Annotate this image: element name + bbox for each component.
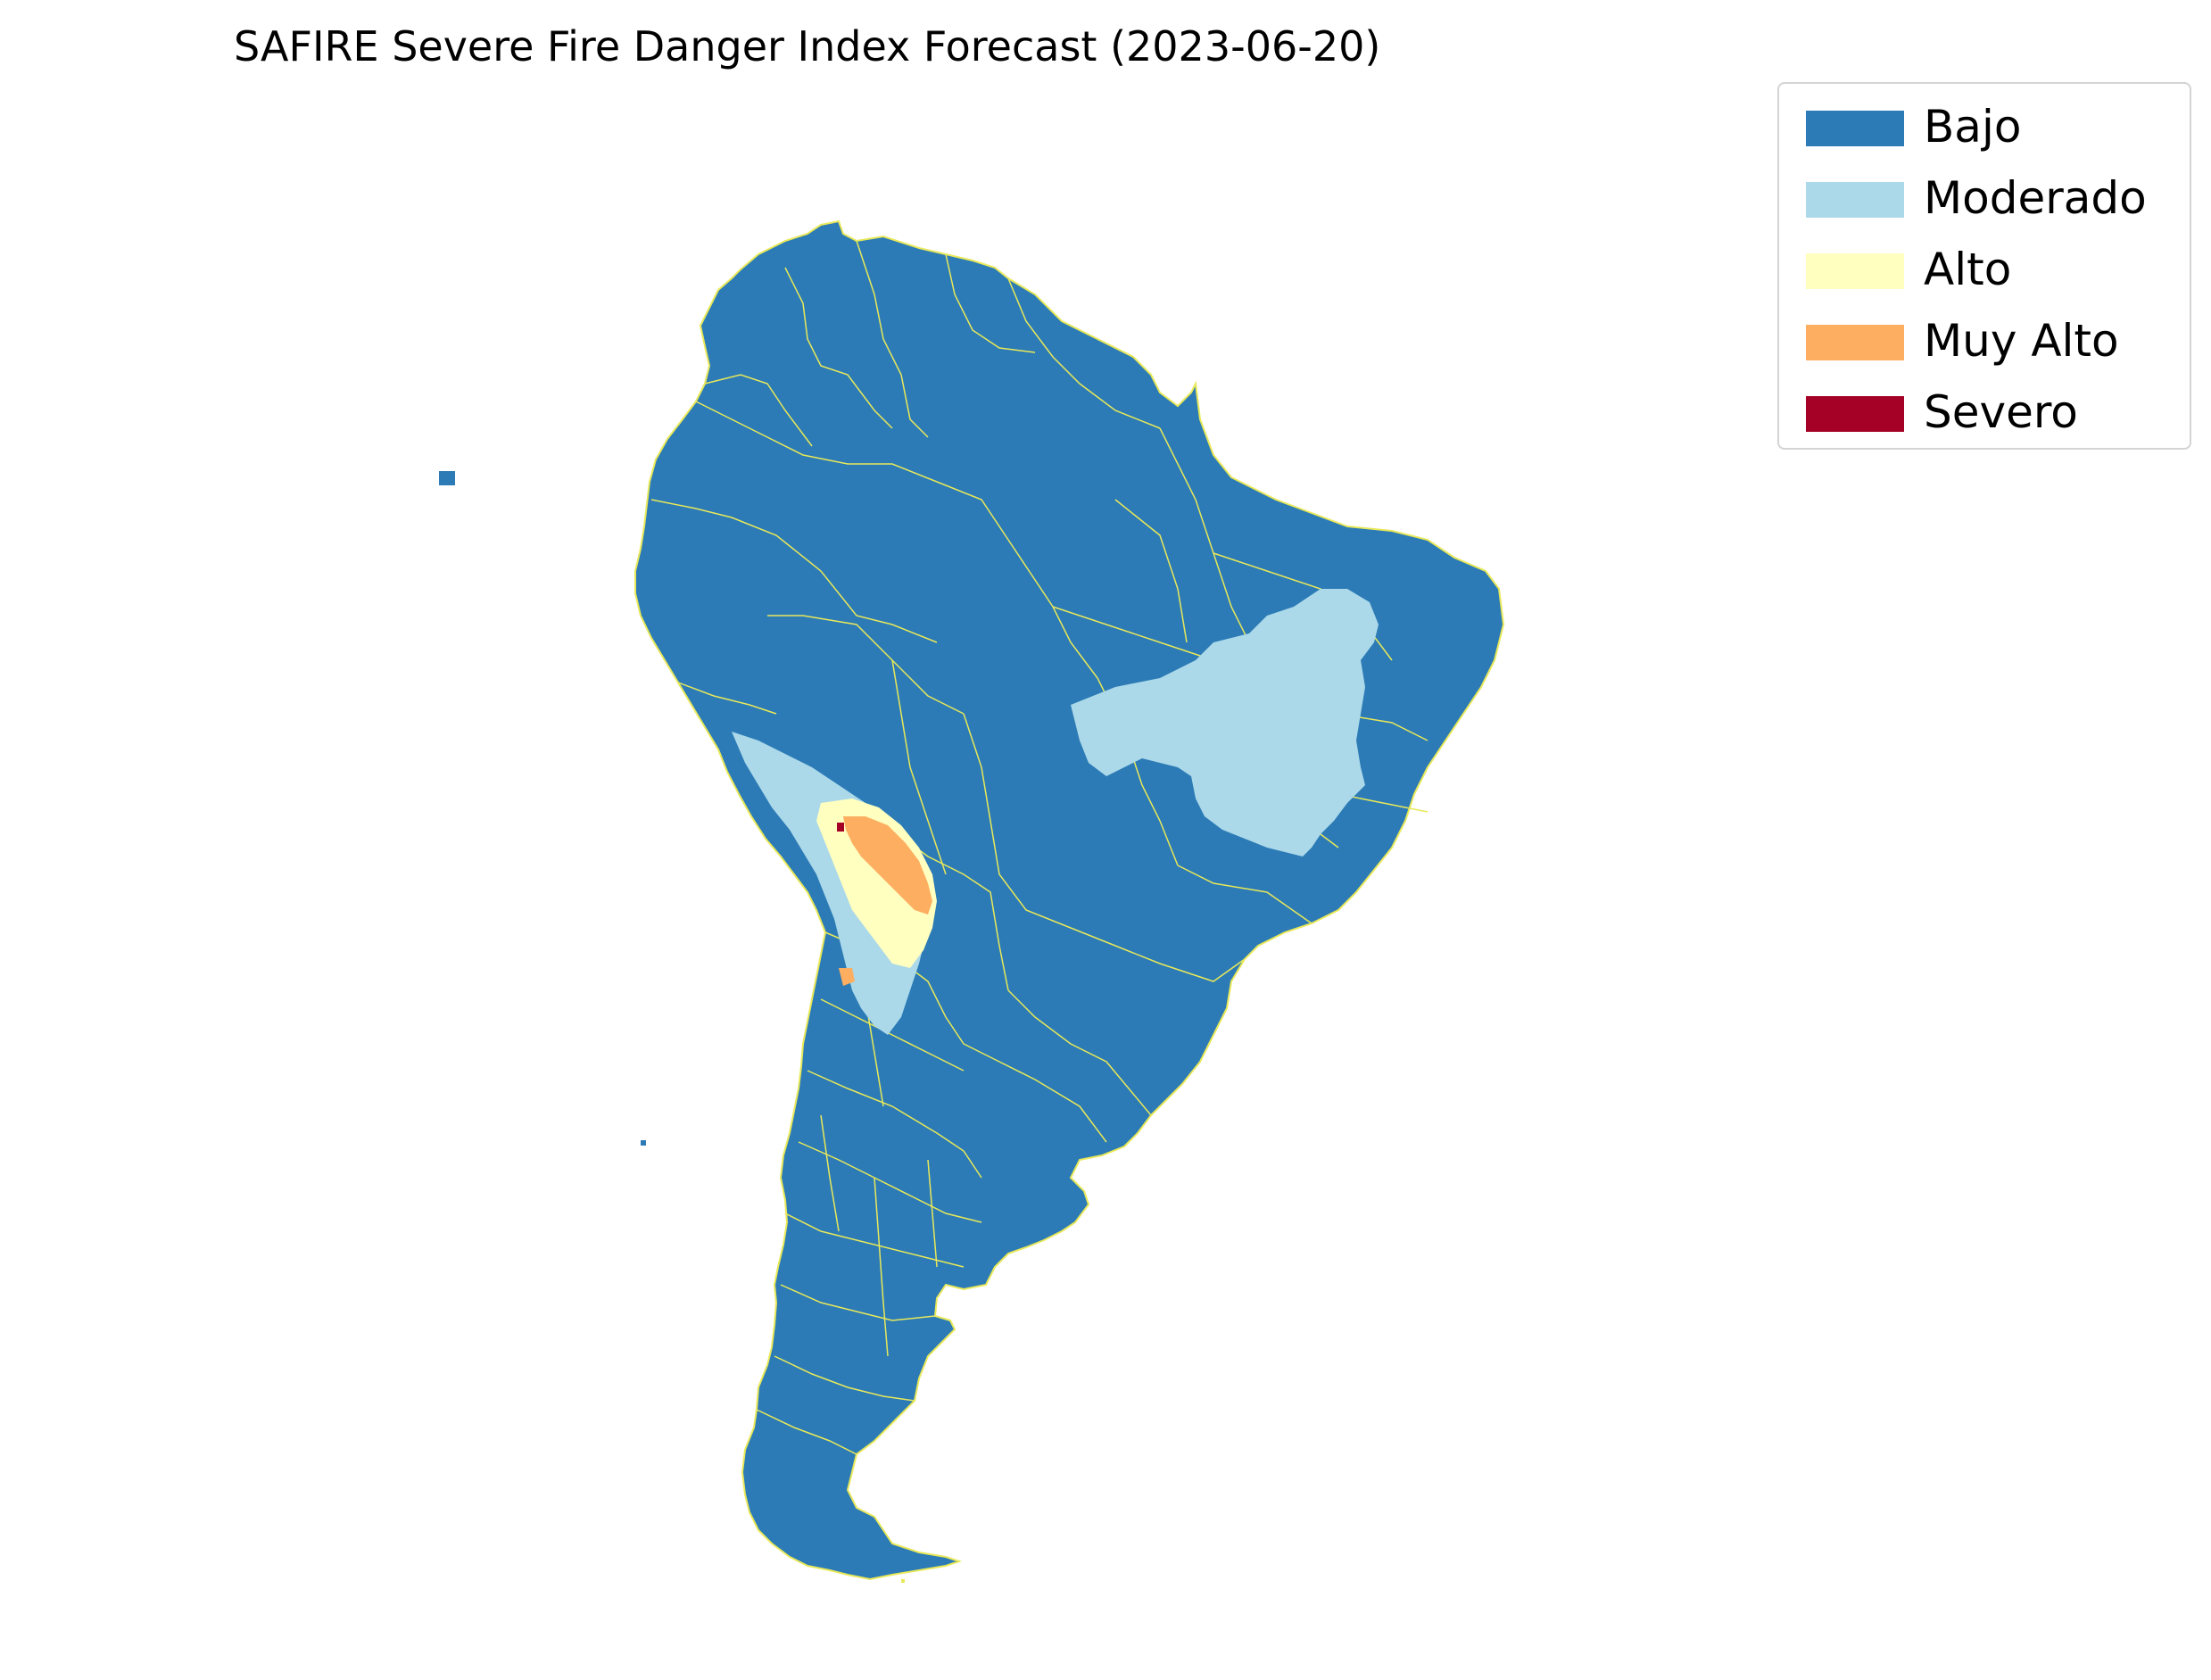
legend-item-moderado: Moderado (1795, 164, 2179, 224)
island-falkland (901, 1579, 905, 1583)
legend-label-severo: Severo (1924, 386, 2078, 438)
legend-swatch-severo (1806, 396, 1904, 432)
island-small-1 (641, 1140, 646, 1146)
legend-swatch-moderado (1806, 182, 1904, 218)
legend-swatch-muy-alto (1806, 325, 1904, 360)
legend-swatch-bajo (1806, 111, 1904, 146)
muy-alto-patch (839, 968, 855, 986)
legend-item-alto: Alto (1795, 236, 2179, 295)
moderado-region-andes (732, 732, 932, 1035)
legend-label-muy-alto: Muy Alto (1924, 315, 2119, 367)
map-title: SAFIRE Severe Fire Danger Index Forecast… (234, 22, 1381, 70)
legend-item-bajo: Bajo (1795, 93, 2179, 153)
legend-item-severo: Severo (1795, 378, 2179, 438)
muy-alto-region (843, 816, 932, 914)
alto-region (816, 799, 937, 968)
severo-spot (837, 823, 844, 832)
legend-label-alto: Alto (1924, 244, 2012, 295)
legend-swatch-alto (1806, 253, 1904, 289)
map-legend: Bajo Moderado Alto Muy Alto Severo (1777, 82, 2191, 450)
legend-label-moderado: Moderado (1924, 172, 2147, 224)
legend-label-bajo: Bajo (1924, 101, 2022, 153)
continent-landmass (634, 219, 1505, 1581)
moderado-region-brazil (1071, 589, 1379, 857)
island-galapagos (439, 471, 455, 485)
legend-item-muy-alto: Muy Alto (1795, 307, 2179, 367)
